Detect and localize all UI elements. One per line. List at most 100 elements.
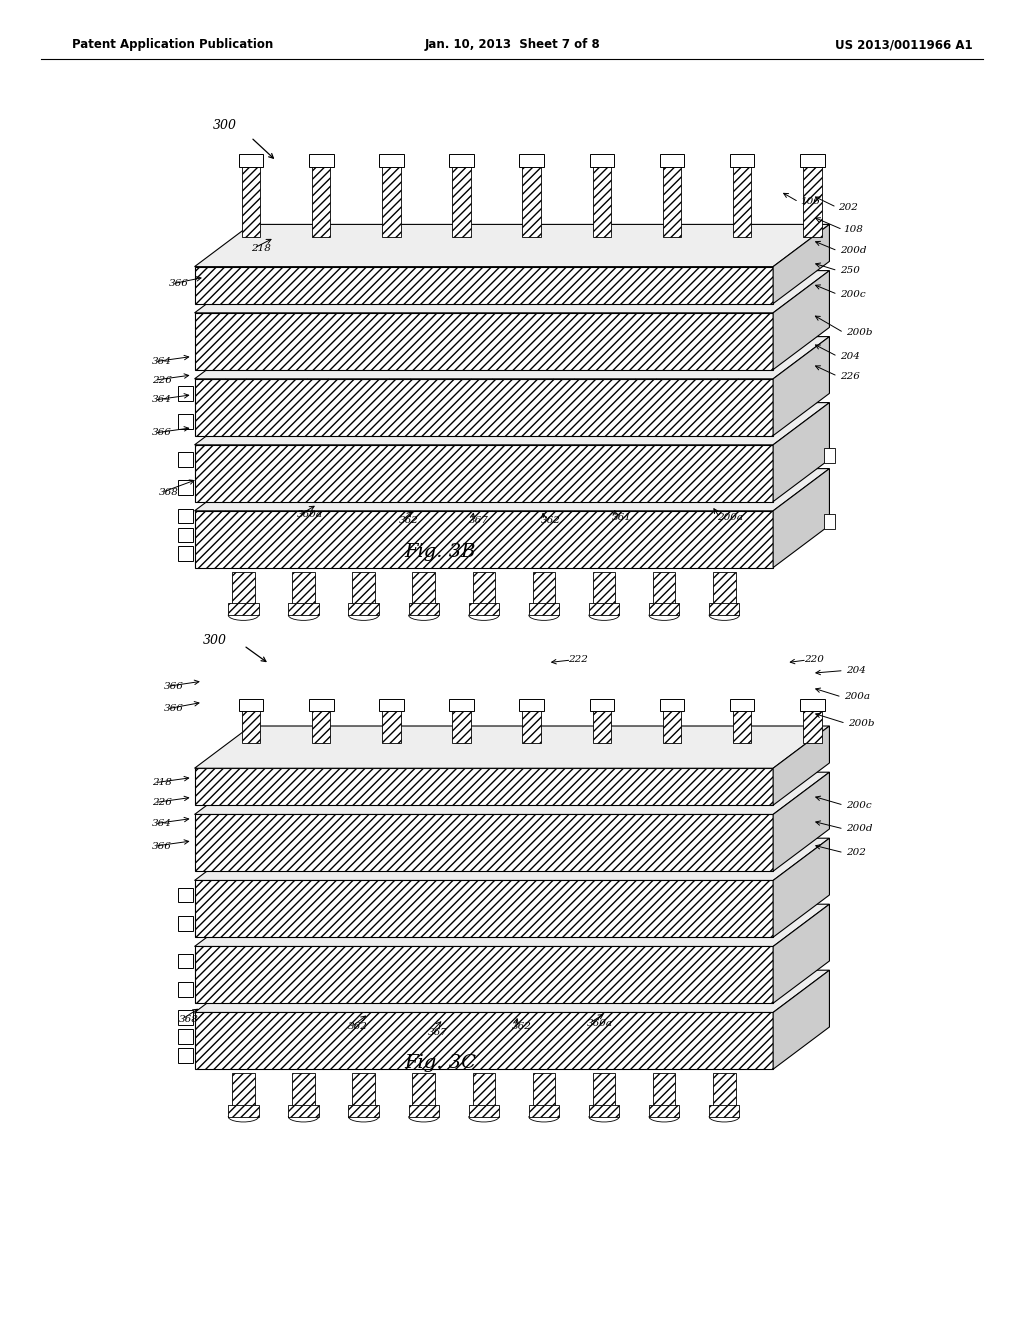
Text: 200d: 200d	[840, 247, 866, 255]
Bar	[635, 433, 655, 449]
Text: 367: 367	[469, 516, 488, 524]
Text: 200b: 200b	[846, 329, 872, 337]
Polygon shape	[773, 271, 829, 370]
Polygon shape	[195, 271, 829, 313]
Polygon shape	[195, 224, 829, 267]
Text: 202: 202	[846, 849, 865, 857]
Bar	[389, 869, 410, 886]
Bar	[228, 603, 259, 615]
Text: 222: 222	[568, 656, 588, 664]
Bar	[379, 154, 403, 168]
Bar	[824, 513, 835, 529]
Bar	[225, 498, 246, 515]
Bar	[413, 572, 435, 606]
Bar	[593, 572, 615, 606]
Bar	[803, 165, 821, 238]
Bar	[195, 267, 773, 304]
Polygon shape	[773, 337, 829, 436]
Bar	[717, 498, 737, 515]
Bar	[730, 154, 755, 168]
Bar	[309, 154, 334, 168]
Text: 362: 362	[541, 516, 560, 524]
Text: 362: 362	[348, 1023, 368, 1031]
Bar	[519, 700, 544, 711]
Bar	[653, 572, 676, 606]
Text: 366: 366	[152, 429, 171, 437]
Bar	[453, 165, 471, 238]
Text: 204: 204	[840, 352, 859, 360]
Bar	[800, 700, 824, 711]
Bar	[635, 935, 655, 950]
Text: 226: 226	[840, 372, 859, 380]
Bar	[717, 935, 737, 950]
Bar	[473, 572, 496, 606]
Bar	[635, 869, 655, 886]
Bar	[824, 447, 835, 463]
Polygon shape	[773, 772, 829, 871]
Bar	[232, 1073, 255, 1107]
Bar	[553, 1001, 573, 1016]
Text: 202: 202	[838, 203, 857, 211]
Text: 200c: 200c	[840, 290, 865, 298]
Bar	[382, 710, 400, 743]
Polygon shape	[195, 838, 829, 880]
Text: 364: 364	[152, 396, 171, 404]
Text: Fig. 3C: Fig. 3C	[404, 1053, 476, 1072]
Bar	[309, 700, 334, 711]
Text: 368: 368	[179, 1015, 199, 1023]
Bar	[178, 451, 193, 466]
Text: 200c: 200c	[846, 801, 871, 809]
Bar	[225, 433, 246, 449]
Bar	[553, 869, 573, 886]
Bar	[653, 1073, 676, 1107]
Polygon shape	[773, 970, 829, 1069]
Bar	[717, 366, 737, 383]
Bar	[289, 603, 318, 615]
Polygon shape	[195, 337, 829, 379]
Text: Jan. 10, 2013  Sheet 7 of 8: Jan. 10, 2013 Sheet 7 of 8	[424, 38, 600, 51]
Bar	[178, 385, 193, 400]
Bar	[228, 1105, 259, 1117]
Text: 200b: 200b	[848, 719, 874, 727]
Bar	[528, 1105, 559, 1117]
Bar	[382, 165, 400, 238]
Text: 218: 218	[152, 779, 171, 787]
Text: US 2013/0011966 A1: US 2013/0011966 A1	[836, 38, 973, 51]
Bar	[663, 165, 681, 238]
Text: 300: 300	[203, 634, 226, 647]
Bar	[178, 916, 193, 931]
Text: Patent Application Publication: Patent Application Publication	[72, 38, 273, 51]
Bar	[225, 869, 246, 886]
Polygon shape	[773, 224, 829, 304]
Bar	[178, 953, 193, 968]
Text: 366: 366	[164, 705, 183, 713]
Text: 364: 364	[152, 358, 171, 366]
Bar	[178, 508, 193, 523]
Polygon shape	[195, 772, 829, 814]
Polygon shape	[195, 904, 829, 946]
Bar	[589, 1105, 620, 1117]
Bar	[178, 414, 193, 429]
Bar	[450, 700, 474, 711]
Bar	[195, 768, 773, 805]
Bar	[635, 1001, 655, 1016]
Bar	[593, 1073, 615, 1107]
Bar	[635, 366, 655, 383]
Text: 360a: 360a	[297, 511, 323, 519]
Text: 364: 364	[152, 820, 171, 828]
Bar	[178, 1010, 193, 1024]
Text: 366: 366	[164, 682, 183, 690]
Bar	[800, 154, 824, 168]
Bar	[713, 572, 735, 606]
Bar	[195, 445, 773, 502]
Text: 200a: 200a	[717, 513, 742, 521]
Bar	[593, 165, 611, 238]
Bar	[307, 433, 328, 449]
Bar	[389, 433, 410, 449]
Bar	[803, 710, 821, 743]
Bar	[519, 154, 544, 168]
Bar	[553, 498, 573, 515]
Bar	[532, 572, 555, 606]
Bar	[195, 379, 773, 436]
Bar	[389, 1001, 410, 1016]
